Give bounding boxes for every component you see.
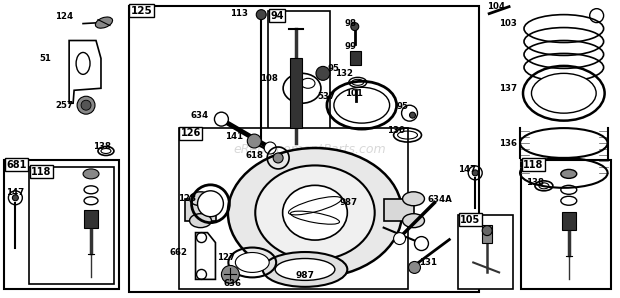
Text: 136: 136 — [499, 139, 517, 148]
Bar — [29, 167, 114, 284]
Circle shape — [410, 112, 415, 118]
Text: 118: 118 — [31, 167, 51, 177]
Text: 131: 131 — [420, 258, 438, 267]
Text: 99: 99 — [345, 42, 357, 51]
Text: 147: 147 — [6, 188, 25, 197]
Text: 118: 118 — [523, 160, 543, 170]
Ellipse shape — [402, 192, 425, 206]
Circle shape — [77, 96, 95, 114]
Circle shape — [247, 134, 261, 148]
Circle shape — [316, 66, 330, 80]
Text: 95: 95 — [397, 102, 409, 111]
Ellipse shape — [190, 192, 211, 206]
Ellipse shape — [228, 148, 402, 277]
Ellipse shape — [190, 214, 211, 228]
Text: 537: 537 — [317, 92, 335, 101]
Text: 138: 138 — [526, 178, 544, 187]
Circle shape — [415, 237, 428, 251]
Ellipse shape — [198, 191, 223, 217]
Text: 138: 138 — [93, 142, 111, 150]
Circle shape — [273, 153, 283, 163]
Bar — [268, 11, 330, 150]
Circle shape — [394, 233, 405, 245]
Ellipse shape — [301, 78, 315, 88]
Text: 147: 147 — [458, 165, 477, 174]
Bar — [458, 215, 513, 289]
Text: 95: 95 — [328, 64, 340, 73]
Text: 987: 987 — [340, 198, 358, 207]
Text: 104: 104 — [487, 2, 505, 11]
Circle shape — [81, 100, 91, 110]
Text: 137: 137 — [499, 84, 517, 93]
Text: eReplacementParts.com: eReplacementParts.com — [234, 144, 386, 156]
Text: 98: 98 — [345, 19, 357, 28]
Text: 113: 113 — [230, 9, 248, 18]
Ellipse shape — [95, 17, 113, 28]
Text: 636: 636 — [223, 279, 241, 288]
Circle shape — [12, 195, 19, 201]
Circle shape — [264, 142, 276, 154]
Text: 634A: 634A — [427, 195, 452, 204]
Bar — [290, 58, 302, 128]
Ellipse shape — [83, 169, 99, 179]
Bar — [562, 212, 576, 230]
Circle shape — [409, 261, 420, 274]
Text: 618: 618 — [246, 151, 264, 160]
Bar — [84, 210, 98, 228]
Text: 634: 634 — [190, 111, 208, 120]
Text: 101: 101 — [345, 89, 363, 98]
Circle shape — [221, 266, 239, 283]
Text: 141: 141 — [225, 131, 243, 141]
Ellipse shape — [531, 73, 596, 113]
Ellipse shape — [236, 252, 269, 272]
Bar — [129, 6, 479, 292]
Ellipse shape — [561, 169, 577, 179]
Bar — [4, 160, 119, 289]
Circle shape — [215, 112, 228, 126]
Circle shape — [351, 23, 359, 31]
Circle shape — [482, 226, 492, 236]
Text: 124: 124 — [55, 12, 73, 21]
Bar — [384, 199, 414, 221]
Ellipse shape — [275, 258, 335, 280]
Circle shape — [256, 10, 266, 20]
Bar — [350, 52, 361, 65]
Bar — [482, 225, 492, 243]
Text: 128: 128 — [177, 194, 195, 203]
Ellipse shape — [255, 165, 374, 260]
Text: 130: 130 — [387, 125, 404, 135]
Ellipse shape — [263, 252, 347, 287]
Bar — [185, 199, 216, 221]
Text: 51: 51 — [39, 54, 51, 63]
Text: 987: 987 — [296, 271, 314, 280]
Text: 257: 257 — [55, 101, 73, 110]
Ellipse shape — [402, 214, 425, 228]
Text: 662: 662 — [170, 248, 188, 257]
Ellipse shape — [283, 185, 347, 240]
Polygon shape — [195, 233, 215, 280]
Polygon shape — [69, 41, 101, 103]
Text: 132: 132 — [335, 69, 353, 78]
Circle shape — [472, 170, 478, 176]
Text: 103: 103 — [499, 19, 517, 28]
Text: 125: 125 — [131, 6, 153, 16]
Text: 105: 105 — [460, 215, 481, 225]
Text: 94: 94 — [270, 11, 284, 21]
Bar — [521, 160, 611, 289]
Text: 127: 127 — [217, 253, 236, 262]
Bar — [179, 128, 407, 289]
Ellipse shape — [76, 52, 90, 74]
Text: 681: 681 — [6, 160, 27, 170]
Ellipse shape — [334, 87, 389, 123]
Text: 126: 126 — [180, 128, 201, 138]
Ellipse shape — [283, 73, 321, 103]
Text: 108: 108 — [260, 74, 278, 83]
